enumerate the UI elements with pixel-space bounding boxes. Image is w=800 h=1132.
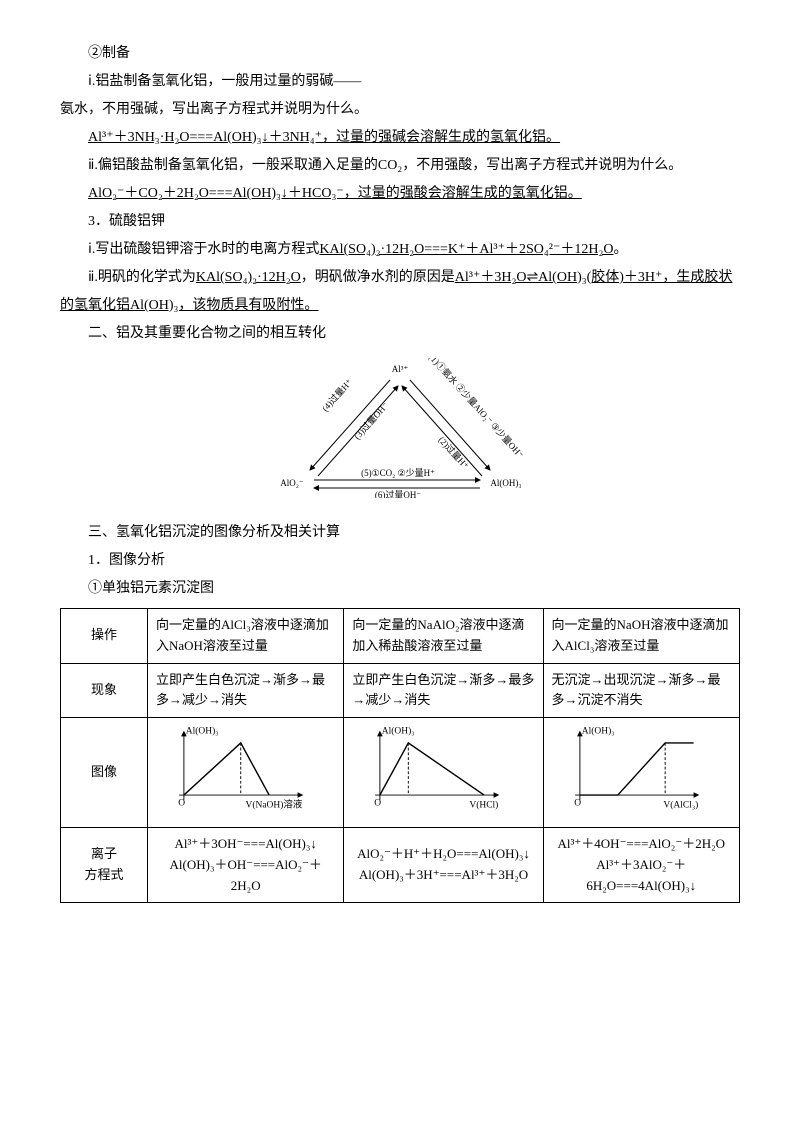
edge2: (2)过量H⁺: [437, 434, 472, 471]
c1-ylabel: Al(OH)₃: [186, 726, 219, 737]
chart-1: Al(OH)₃ O V(NaOH)溶液: [156, 724, 316, 814]
s3-ii-a: ⅱ.明矾的化学式为: [88, 270, 196, 285]
prep-ii-eq-text: AlO₂⁻＋CO₂＋2H₂O===Al(OH)₃↓＋HCO₃⁻，过量的强酸会溶解…: [88, 186, 582, 201]
prep-i-1: ⅰ.铝盐制备氢氧化铝，一般用过量的弱碱——: [60, 68, 740, 96]
prep-i-eq: Al³⁺＋3NH₃·H₂O===Al(OH)₃↓＋3NH₄⁺，过量的强碱会溶解生…: [60, 124, 740, 152]
c3-eq: Al³⁺＋4OH⁻===AlO₂⁻＋2H₂O Al³⁺＋3AlO₂⁻＋6H₂O=…: [543, 827, 739, 902]
sec3-s1: 1．图像分析: [60, 547, 740, 575]
hdr-op: 操作: [61, 609, 148, 664]
sec3-title: 三、氢氧化铝沉淀的图像分析及相关计算: [60, 519, 740, 547]
hdr-eq: 离子 方程式: [61, 827, 148, 902]
hdr-img: 图像: [61, 718, 148, 828]
c3-origin: O: [574, 799, 581, 809]
sec3-s1a: ①单独铝元素沉淀图: [60, 575, 740, 603]
hdr-ph: 现象: [61, 663, 148, 718]
s3-ii: ⅱ.明矾的化学式为KAl(SO₄)₂·12H₂O，明矾做净水剂的原因是Al³⁺＋…: [60, 264, 740, 320]
row-eq: 离子 方程式 Al³⁺＋3OH⁻===Al(OH)₃↓ Al(OH)₃＋OH⁻=…: [61, 827, 740, 902]
s3-title: 3．硫酸铝钾: [60, 208, 740, 236]
s3-ii-c: ，明矾做净水剂的原因是: [301, 270, 455, 285]
c3-ph: 无沉淀→出现沉淀→渐多→最多→沉淀不消失: [543, 663, 739, 718]
edge6: (6)过量OH⁻: [375, 489, 421, 498]
c3-op: 向一定量的NaOH溶液中逐滴加入AlCl₃溶液至过量: [543, 609, 739, 664]
prep-i-eq-text: Al³⁺＋3NH₃·H₂O===Al(OH)₃↓＋3NH₄⁺，过量的强碱会溶解生…: [88, 130, 560, 145]
s3-i-a: ⅰ.写出硫酸铝钾溶于水时的电离方程式: [88, 242, 319, 257]
c2-origin: O: [375, 799, 382, 809]
triangle-diagram: Al³⁺ AlO₂⁻ Al(OH)₃ (4)过量H⁺ (3)过量OH⁻ (1)①…: [60, 358, 740, 509]
s3-i-c: 。: [614, 242, 628, 257]
row-op: 操作 向一定量的AlCl₃溶液中逐滴加入NaOH溶液至过量 向一定量的NaAlO…: [61, 609, 740, 664]
edge4: (4)过量H⁺: [319, 376, 354, 413]
c2-img: Al(OH)₃ O V(HCl): [344, 718, 543, 828]
row-ph: 现象 立即产生白色沉淀→渐多→最多→减少→消失 立即产生白色沉淀→渐多→最多→减…: [61, 663, 740, 718]
vertex-right: Al(OH)₃: [490, 478, 521, 488]
prep-i-2: 氨水，不用强碱，写出离子方程式并说明为什么。: [60, 96, 740, 124]
c1-img: Al(OH)₃ O V(NaOH)溶液: [148, 718, 344, 828]
c2-ylabel: Al(OH)₃: [382, 726, 415, 737]
c3-xlabel: V(AlCl₃): [663, 800, 698, 811]
sec2-title: 二、铝及其重要化合物之间的相互转化: [60, 320, 740, 348]
c1-xlabel: V(NaOH)溶液: [246, 799, 303, 811]
prep-ii-1: ⅱ.偏铝酸盐制备氢氧化铝，一般采取通入足量的CO₂，不用强酸，写出离子方程式并说…: [60, 152, 740, 180]
s3-i-b: KAl(SO₄)₂·12H₂O===K⁺＋Al³⁺＋2SO₄²⁻＋12H₂O: [319, 242, 613, 257]
c1-ph: 立即产生白色沉淀→渐多→最多→减少→消失: [148, 663, 344, 718]
vertex-top: Al³⁺: [392, 364, 409, 374]
s3-ii-b: KAl(SO₄)₂·12H₂O: [196, 270, 301, 285]
s3-i: ⅰ.写出硫酸铝钾溶于水时的电离方程式KAl(SO₄)₂·12H₂O===K⁺＋A…: [60, 236, 740, 264]
row-img: 图像 Al(OH)₃ O V(NaOH)溶液 Al(OH)₃ O V(HCl): [61, 718, 740, 828]
vertex-left: AlO₂⁻: [280, 478, 304, 488]
c3-ylabel: Al(OH)₃: [581, 726, 614, 737]
edge5: (5)①CO₂ ②少量H⁺: [361, 468, 435, 478]
precipitate-table: 操作 向一定量的AlCl₃溶液中逐滴加入NaOH溶液至过量 向一定量的NaAlO…: [60, 608, 740, 903]
c3-img: Al(OH)₃ O V(AlCl₃): [543, 718, 739, 828]
c2-ph: 立即产生白色沉淀→渐多→最多→减少→消失: [344, 663, 543, 718]
prep-ii-eq: AlO₂⁻＋CO₂＋2H₂O===Al(OH)₃↓＋HCO₃⁻，过量的强酸会溶解…: [60, 180, 740, 208]
c2-eq: AlO₂⁻＋H⁺＋H₂O===Al(OH)₃↓ Al(OH)₃＋3H⁺===Al…: [344, 827, 543, 902]
c2-xlabel: V(HCl): [470, 800, 499, 811]
c1-origin: O: [178, 799, 185, 809]
chart-3: Al(OH)₃ O V(AlCl₃): [552, 724, 712, 814]
chart-2: Al(OH)₃ O V(HCl): [352, 724, 512, 814]
c2-op: 向一定量的NaAlO₂溶液中逐滴加入稀盐酸溶液至过量: [344, 609, 543, 664]
edge3: (3)过量OH⁻: [351, 399, 390, 441]
c1-eq: Al³⁺＋3OH⁻===Al(OH)₃↓ Al(OH)₃＋OH⁻===AlO₂⁻…: [148, 827, 344, 902]
c1-op: 向一定量的AlCl₃溶液中逐滴加入NaOH溶液至过量: [148, 609, 344, 664]
prep-title: ②制备: [60, 40, 740, 68]
